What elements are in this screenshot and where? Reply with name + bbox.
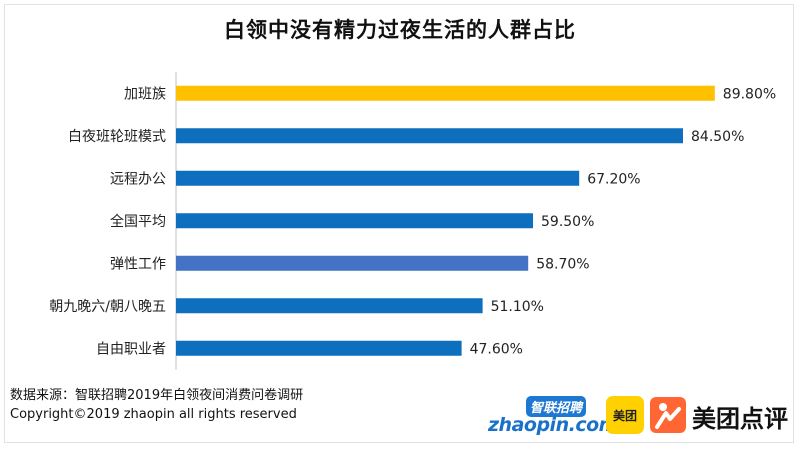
bar: [176, 128, 683, 144]
category-label: 全国平均: [110, 213, 166, 230]
zhaopin-logo-cn: 智联招聘: [525, 396, 586, 417]
bars-group: 加班族 89.80% 白夜班轮班模式 84.50% 远程办公 67.20% 全国平均 59.5…: [49, 85, 776, 357]
category-label: 远程办公: [110, 171, 166, 187]
dianping-logo: 美团点评: [650, 393, 790, 437]
value-label: 58.70%: [536, 256, 589, 272]
source-line: 数据来源：智联招聘2019年白领夜间消费问卷调研: [10, 388, 304, 403]
value-label: 67.20%: [587, 171, 640, 187]
data-source-note: 数据来源：智联招聘2019年白领夜间消费问卷调研 Copyright©2019 …: [10, 386, 303, 424]
bar: [176, 255, 529, 271]
category-label: 弹性工作: [110, 256, 166, 272]
meituan-logo: 美团: [606, 396, 644, 434]
value-label: 47.60%: [470, 341, 523, 357]
category-label: 自由职业者: [96, 341, 166, 357]
bar: [176, 170, 580, 186]
value-label: 59.50%: [541, 214, 594, 230]
bar: [176, 85, 715, 101]
zhaopin-logo: 智联招聘 zhaopin.com: [488, 396, 618, 438]
dianping-logo-text: 美团点评: [692, 405, 788, 433]
category-label: 朝九晚六/朝八晚五: [49, 299, 166, 315]
chart-title: 白领中没有精力过夜生活的人群占比: [224, 18, 576, 42]
copyright-line: Copyright©2019 zhaopin all rights reserv…: [10, 407, 297, 422]
value-label: 51.10%: [491, 299, 544, 315]
zhaopin-logo-en: zhaopin.com: [488, 414, 618, 436]
dianping-logo-icon: [650, 397, 686, 433]
bar: [176, 213, 533, 229]
category-label: 白夜班轮班模式: [68, 129, 166, 145]
bar: [176, 340, 462, 356]
value-label: 89.80%: [723, 86, 776, 102]
category-label: 加班族: [124, 86, 166, 102]
value-label: 84.50%: [691, 129, 744, 145]
bar: [176, 298, 483, 314]
chart-frame: [4, 4, 794, 443]
